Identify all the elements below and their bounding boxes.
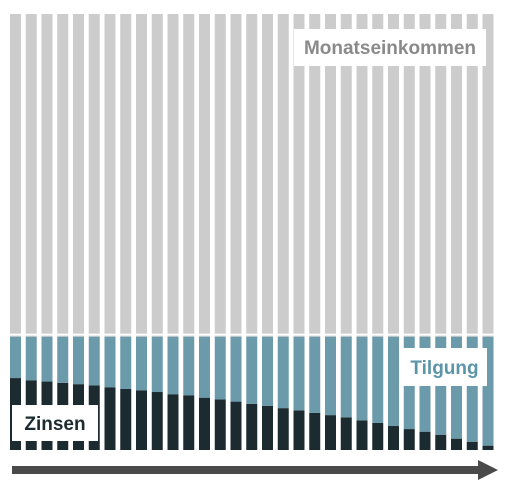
bar-monatseinkommen-31 bbox=[482, 14, 494, 337]
bar-monatseinkommen-20 bbox=[309, 14, 321, 337]
bar-monatseinkommen-7 bbox=[104, 14, 116, 337]
bar-zinsen-18 bbox=[277, 408, 289, 450]
bar-monatseinkommen-28 bbox=[435, 14, 447, 337]
bar-zinsen-20 bbox=[309, 412, 321, 450]
bar-monatseinkommen-23 bbox=[356, 14, 368, 337]
bar-tilgung-29 bbox=[451, 336, 462, 439]
bar-zinsen-30 bbox=[466, 441, 478, 450]
bar-zinsen-7 bbox=[104, 387, 116, 450]
bar-monatseinkommen-8 bbox=[120, 14, 132, 337]
bar-zinsen-12 bbox=[183, 395, 195, 450]
bar-tilgung-14 bbox=[214, 336, 226, 400]
bar-zinsen-23 bbox=[356, 420, 368, 450]
bar-monatseinkommen-24 bbox=[372, 14, 384, 337]
bar-monatseinkommen-6 bbox=[88, 14, 100, 337]
bar-zinsen-28 bbox=[435, 434, 447, 450]
bar-monatseinkommen-9 bbox=[136, 14, 147, 337]
bar-monatseinkommen-16 bbox=[246, 14, 258, 337]
bar-tilgung-6 bbox=[88, 336, 100, 386]
label-monatseinkommen-box bbox=[294, 29, 486, 66]
bar-zinsen-9 bbox=[136, 390, 147, 450]
bar-tilgung-31 bbox=[482, 336, 494, 446]
bar-tilgung-11 bbox=[167, 336, 179, 395]
bar-zinsen-11 bbox=[167, 394, 179, 450]
bar-monatseinkommen-29 bbox=[451, 14, 462, 337]
bar-monatseinkommen-19 bbox=[293, 14, 305, 337]
bar-monatseinkommen-1 bbox=[10, 14, 21, 337]
bar-tilgung-17 bbox=[262, 336, 273, 406]
bar-monatseinkommen-30 bbox=[466, 14, 478, 337]
label-zinsen: Zinsen bbox=[12, 405, 98, 441]
bar-monatseinkommen-17 bbox=[262, 14, 273, 337]
bar-monatseinkommen-2 bbox=[25, 14, 37, 337]
bar-monatseinkommen-26 bbox=[403, 14, 415, 337]
label-tilgung: Tilgung bbox=[402, 348, 487, 386]
bar-zinsen-31 bbox=[482, 445, 494, 450]
bar-tilgung-30 bbox=[466, 336, 478, 442]
bar-monatseinkommen-4 bbox=[57, 14, 69, 337]
bar-tilgung-23 bbox=[356, 336, 368, 421]
label-monatseinkommen: Monatseinkommen bbox=[294, 29, 486, 66]
bar-zinsen-8 bbox=[120, 388, 132, 450]
bar-zinsen-27 bbox=[419, 431, 431, 450]
bar-zinsen-24 bbox=[372, 422, 384, 450]
bar-monatseinkommen-5 bbox=[73, 14, 84, 337]
bar-tilgung-25 bbox=[388, 336, 399, 427]
label-monatseinkommen-text: Monatseinkommen bbox=[304, 38, 476, 59]
bar-zinsen-15 bbox=[230, 401, 242, 450]
label-tilgung-box bbox=[402, 348, 487, 386]
bar-tilgung-12 bbox=[183, 336, 195, 396]
bar-zinsen-22 bbox=[340, 417, 352, 450]
label-tilgung-text: Tilgung bbox=[410, 358, 478, 379]
bar-tilgung-13 bbox=[199, 336, 210, 398]
bar-monatseinkommen-21 bbox=[325, 14, 336, 337]
bar-monatseinkommen-10 bbox=[151, 14, 163, 337]
bar-zinsen-29 bbox=[451, 438, 462, 450]
bar-zinsen-14 bbox=[214, 399, 226, 450]
bar-zinsen-25 bbox=[388, 426, 399, 450]
bar-tilgung-19 bbox=[293, 336, 305, 411]
bar-tilgung-15 bbox=[230, 336, 242, 402]
bar-tilgung-24 bbox=[372, 336, 384, 423]
label-zinsen-box bbox=[12, 405, 98, 441]
bar-zinsen-26 bbox=[403, 429, 415, 450]
bar-monatseinkommen-18 bbox=[277, 14, 289, 337]
bar-zinsen-21 bbox=[325, 415, 336, 450]
label-zinsen-text: Zinsen bbox=[24, 414, 85, 435]
bar-tilgung-22 bbox=[340, 336, 352, 418]
income-payment-separator bbox=[10, 333, 494, 336]
bar-zinsen-16 bbox=[246, 403, 258, 450]
bar-tilgung-10 bbox=[151, 336, 163, 393]
bar-monatseinkommen-12 bbox=[183, 14, 195, 337]
time-axis-arrow-shaft bbox=[12, 466, 480, 474]
bar-tilgung-9 bbox=[136, 336, 147, 391]
bar-zinsen-13 bbox=[199, 397, 210, 450]
bar-tilgung-8 bbox=[120, 336, 132, 389]
bar-tilgung-4 bbox=[57, 336, 69, 383]
bar-tilgung-18 bbox=[277, 336, 289, 409]
bar-tilgung-21 bbox=[325, 336, 336, 416]
bar-monatseinkommen-11 bbox=[167, 14, 179, 337]
bar-zinsen-10 bbox=[151, 392, 163, 450]
bar-monatseinkommen-27 bbox=[419, 14, 431, 337]
bar-zinsen-19 bbox=[293, 410, 305, 450]
bar-monatseinkommen-25 bbox=[388, 14, 399, 337]
bar-monatseinkommen-22 bbox=[340, 14, 352, 337]
bar-tilgung-16 bbox=[246, 336, 258, 404]
bar-tilgung-20 bbox=[309, 336, 321, 413]
bar-monatseinkommen-3 bbox=[41, 14, 53, 337]
bar-monatseinkommen-13 bbox=[199, 14, 210, 337]
bar-zinsen-17 bbox=[262, 405, 273, 450]
time-axis-arrow-head bbox=[478, 460, 498, 480]
bar-tilgung-1 bbox=[10, 336, 21, 379]
bar-tilgung-3 bbox=[41, 336, 53, 382]
bar-tilgung-2 bbox=[25, 336, 37, 381]
bar-tilgung-7 bbox=[104, 336, 116, 388]
time-axis-arrow bbox=[12, 460, 498, 480]
bar-tilgung-5 bbox=[73, 336, 84, 385]
bar-monatseinkommen-15 bbox=[230, 14, 242, 337]
bar-monatseinkommen-14 bbox=[214, 14, 226, 337]
